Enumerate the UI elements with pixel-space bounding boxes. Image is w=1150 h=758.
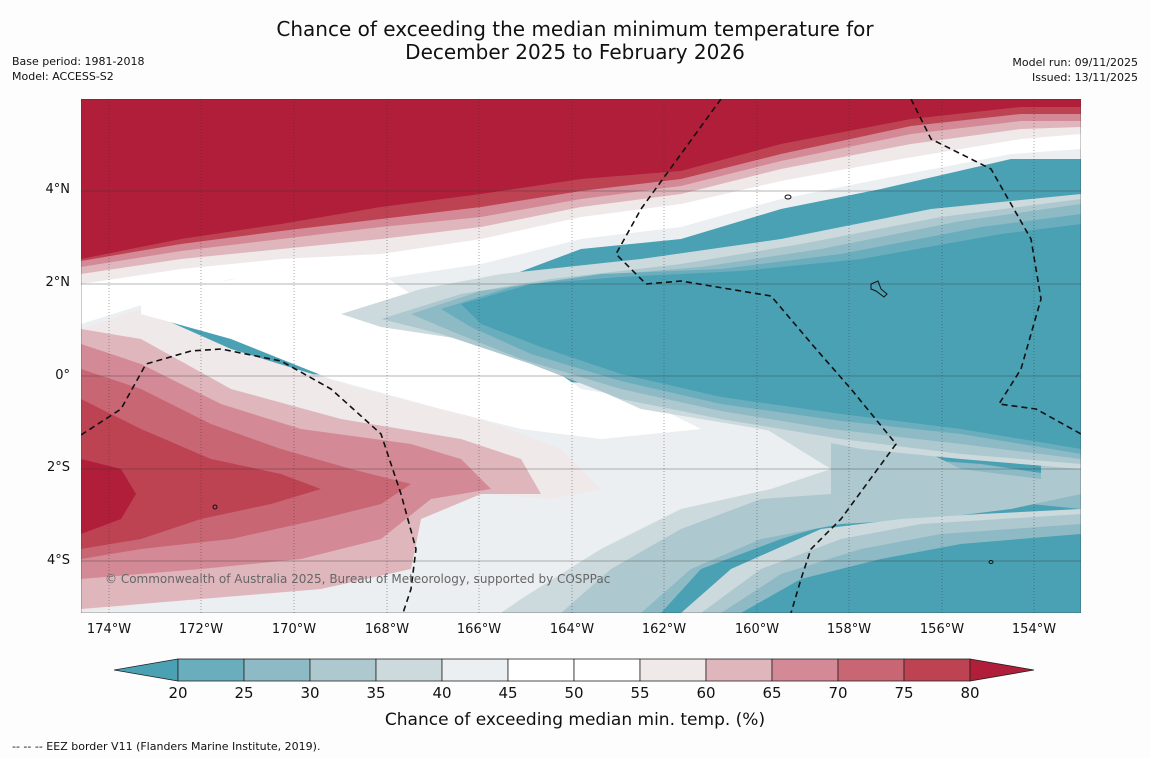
colorbar-segment bbox=[837, 658, 905, 682]
colorbar-label: Chance of exceeding median min. temp. (%… bbox=[384, 710, 766, 730]
forecast-map: © Commonwealth of Australia 2025, Bureau… bbox=[81, 99, 1081, 613]
region-north-above-80 bbox=[81, 99, 1081, 259]
colorbar-tick-label: 35 bbox=[366, 684, 386, 702]
colorbar-tick-label: 25 bbox=[234, 684, 254, 702]
region-west-above-80 bbox=[81, 459, 136, 534]
eez-border-west bbox=[81, 348, 417, 613]
colorbar-segment bbox=[573, 658, 641, 682]
lon-label: 164°W bbox=[549, 622, 595, 637]
islands bbox=[212, 194, 994, 564]
eez-borders bbox=[81, 99, 1081, 613]
colorbar-tick-label: 40 bbox=[432, 684, 452, 702]
colorbar-extend-high bbox=[969, 658, 1035, 682]
colorbar bbox=[113, 656, 1038, 688]
island-2 bbox=[870, 280, 888, 298]
colorbar-segment bbox=[639, 658, 707, 682]
island-3 bbox=[212, 504, 218, 510]
lon-label: 156°W bbox=[919, 622, 965, 637]
lat-label-0: 0° bbox=[55, 368, 70, 383]
lat-label-2s: 2°S bbox=[46, 460, 70, 475]
colorbar-segment bbox=[177, 658, 245, 682]
island-4 bbox=[988, 560, 994, 564]
colorbar-segment bbox=[507, 658, 575, 682]
lat-label-2n: 2°N bbox=[45, 275, 71, 290]
eez-footnote: -- -- -- EEZ border V11 (Flanders Marine… bbox=[12, 740, 321, 753]
lon-label: 174°W bbox=[86, 622, 132, 637]
lon-label: 158°W bbox=[826, 622, 872, 637]
colorbar-segment bbox=[375, 658, 443, 682]
colorbar-tick-label: 55 bbox=[630, 684, 650, 702]
lon-label: 172°W bbox=[178, 622, 224, 637]
lon-label: 170°W bbox=[271, 622, 317, 637]
eez-border-center bbox=[615, 99, 898, 613]
colorbar-extend-low bbox=[113, 658, 179, 682]
colorbar-tick-label: 75 bbox=[894, 684, 914, 702]
meta-left: Base period: 1981-2018 Model: ACCESS-S2 bbox=[12, 54, 144, 84]
colorbar-segment bbox=[243, 658, 311, 682]
lon-label: 168°W bbox=[364, 622, 410, 637]
model-run: Model run: 09/11/2025 bbox=[1012, 56, 1138, 69]
lat-label-4s: 4°S bbox=[46, 553, 70, 568]
lat-label-4n: 4°N bbox=[45, 182, 71, 197]
graticule-lat bbox=[81, 190, 1081, 562]
issued-date: Issued: 13/11/2025 bbox=[1031, 71, 1138, 84]
map-svg bbox=[81, 99, 1081, 613]
colorbar-segment bbox=[705, 658, 773, 682]
colorbar-tick-label: 65 bbox=[762, 684, 782, 702]
region-southeast-below-20 bbox=[741, 534, 1081, 613]
model-name: Model: ACCESS-S2 bbox=[12, 70, 114, 83]
colorbar-segment bbox=[309, 658, 377, 682]
colorbar-tick-label: 50 bbox=[564, 684, 584, 702]
lon-label: 154°W bbox=[1011, 622, 1057, 637]
eez-border-east bbox=[910, 99, 1081, 435]
colorbar-tick-label: 45 bbox=[498, 684, 518, 702]
region-center-45-55 bbox=[141, 269, 701, 439]
title-line-2: December 2025 to February 2026 bbox=[405, 40, 745, 64]
copyright-notice: © Commonwealth of Australia 2025, Bureau… bbox=[105, 572, 611, 586]
region-center-below-20 bbox=[461, 224, 1081, 449]
island-1 bbox=[784, 194, 792, 200]
base-period: Base period: 1981-2018 bbox=[12, 55, 145, 68]
colorbar-svg bbox=[113, 658, 1035, 682]
colorbar-segment bbox=[903, 658, 971, 682]
lon-label: 162°W bbox=[641, 622, 687, 637]
colorbar-tick-label: 60 bbox=[696, 684, 716, 702]
colorbar-tick-label: 80 bbox=[960, 684, 980, 702]
meta-right: Model run: 09/11/2025 Issued: 13/11/2025 bbox=[1012, 55, 1138, 85]
colorbar-segment bbox=[771, 658, 839, 682]
colorbar-tick-label: 70 bbox=[828, 684, 848, 702]
lon-label: 160°W bbox=[734, 622, 780, 637]
chart-title: Chance of exceeding the median minimum t… bbox=[0, 18, 1150, 64]
colorbar-tick-label: 20 bbox=[168, 684, 188, 702]
lon-label: 166°W bbox=[456, 622, 502, 637]
colorbar-tick-label: 30 bbox=[300, 684, 320, 702]
colorbar-segment bbox=[441, 658, 509, 682]
title-line-1: Chance of exceeding the median minimum t… bbox=[276, 17, 874, 41]
